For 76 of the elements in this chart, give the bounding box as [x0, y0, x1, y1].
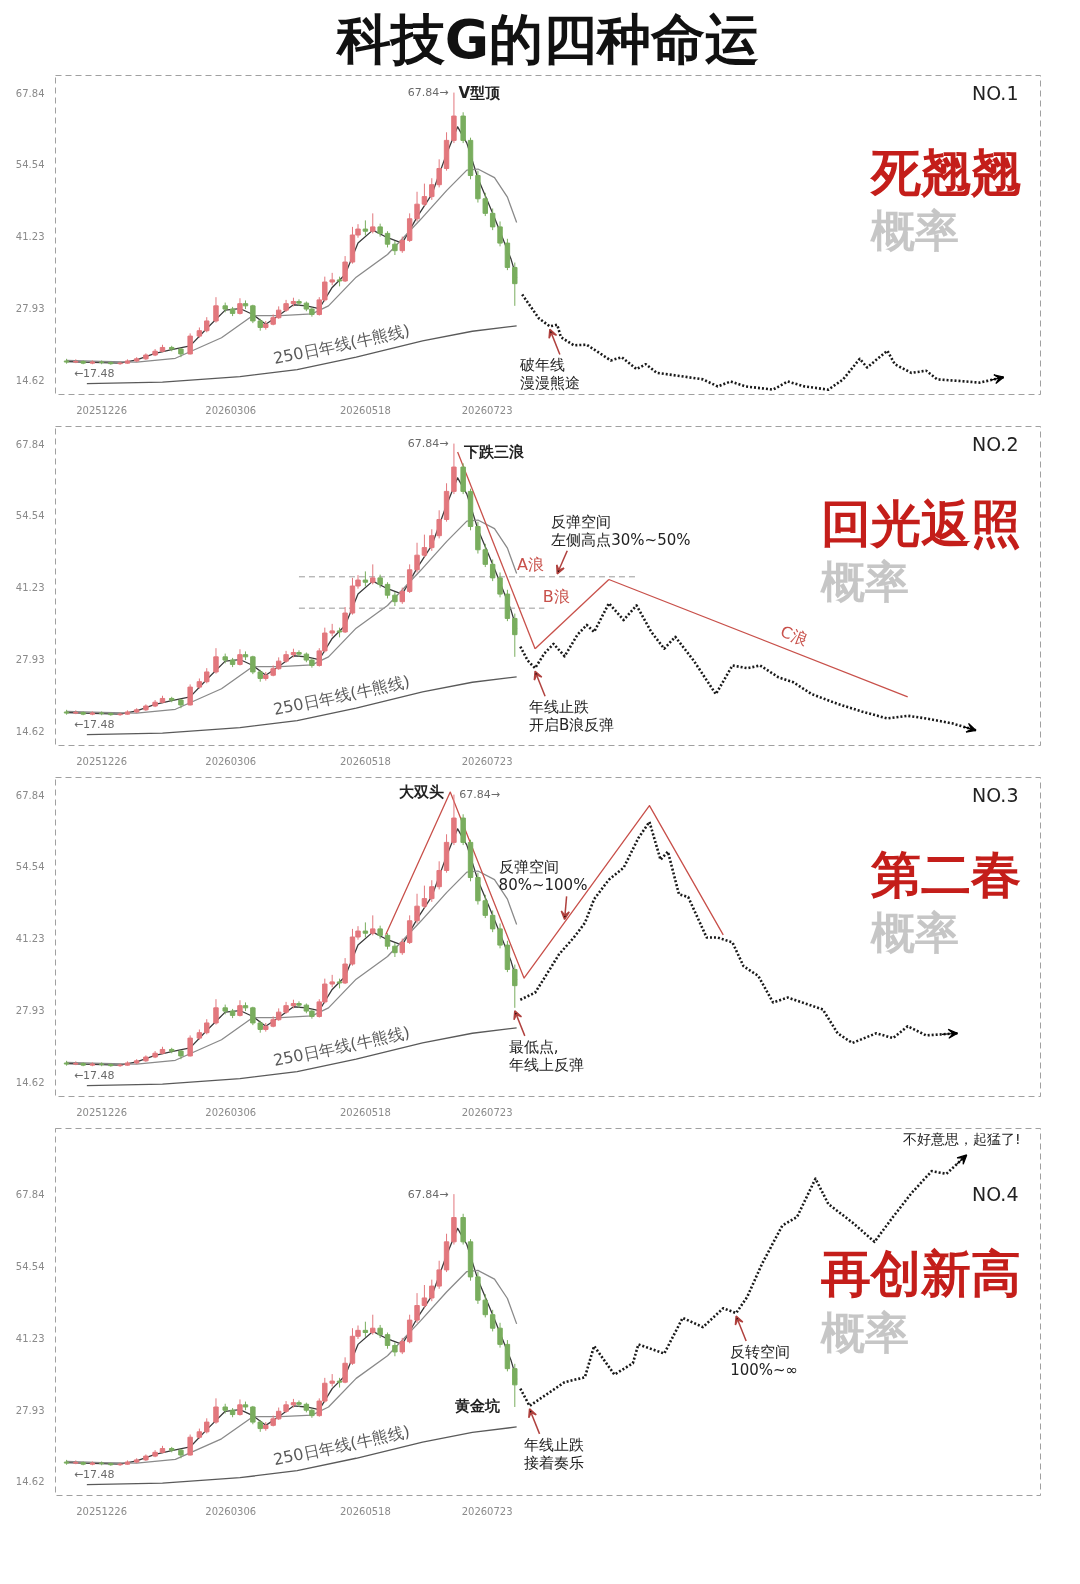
text: 回光返照 — [820, 494, 1021, 553]
annotation: 概率 — [869, 205, 959, 257]
text: 死翘翘 — [868, 143, 1021, 202]
annotation: 概率 — [819, 1306, 909, 1358]
x-tick-label: 20251226 — [76, 404, 128, 416]
y-tick-label: 67.84 — [15, 1189, 45, 1201]
annotation: NO.3 — [971, 783, 1019, 806]
x-tick-label: 20260518 — [339, 1505, 391, 1517]
annotation: 下跌三浪 — [462, 442, 525, 461]
y-tick-label: 41.23 — [15, 1332, 45, 1344]
y-tick-label: 67.84 — [15, 789, 45, 801]
annotation: 概率 — [869, 907, 959, 959]
y-tick-label: 54.54 — [15, 861, 45, 873]
y-tick-label: 41.23 — [15, 933, 45, 945]
annotation: 67.84→ — [407, 1187, 449, 1201]
text: C浪 — [777, 621, 810, 650]
annotation: 反弹空间80%~100% — [498, 858, 588, 895]
x-tick-label: 20260518 — [339, 755, 391, 767]
annotation: NO.1 — [971, 81, 1019, 104]
x-tick-label: 20260723 — [461, 1505, 513, 1517]
y-tick-label: 27.93 — [15, 303, 45, 315]
y-tick-label: 27.93 — [15, 654, 45, 666]
annotation: 不好意思，起猛了! — [902, 1131, 1021, 1148]
annotation: 年线止跌接着奏乐 — [523, 1435, 584, 1472]
annotation: 反转空间100%~∞ — [730, 1343, 799, 1380]
annotation: ←17.48 — [73, 1468, 115, 1482]
y-tick-label: 14.62 — [15, 375, 45, 387]
annotation: 反弹空间左侧高点30%~50% — [551, 512, 691, 549]
annotation: ←17.48 — [73, 1069, 115, 1083]
chart-title: 科技G的四种命运 — [334, 7, 760, 71]
y-tick-label: 41.23 — [15, 582, 45, 594]
x-tick-label: 20260723 — [461, 1106, 513, 1118]
annotation: 大双头 — [399, 783, 445, 802]
y-tick-label: 14.62 — [15, 1077, 45, 1089]
x-tick-label: 20260306 — [205, 755, 257, 767]
y-tick-label: 54.54 — [15, 159, 45, 171]
x-tick-label: 20260518 — [339, 1106, 391, 1118]
annotation: 67.84→ — [407, 86, 449, 100]
x-tick-label: 20251226 — [76, 755, 128, 767]
text: 再创新高 — [819, 1245, 1021, 1304]
y-tick-label: 54.54 — [15, 1260, 45, 1272]
y-tick-label: 41.23 — [15, 231, 45, 243]
x-tick-label: 20260518 — [339, 404, 391, 416]
annotation: 黄金坑 — [453, 1396, 500, 1415]
annotation: V型顶 — [458, 83, 502, 102]
y-tick-label: 67.84 — [15, 87, 45, 99]
x-tick-label: 20260306 — [205, 1106, 257, 1118]
y-tick-label: 14.62 — [15, 726, 45, 738]
annotation: 破年线漫漫熊途 — [518, 356, 580, 393]
text: 250日年线(牛熊线) — [271, 671, 412, 720]
annotation: ←17.48 — [73, 367, 115, 381]
x-tick-label: 20251226 — [76, 1106, 128, 1118]
annotation: 概率 — [819, 556, 909, 608]
annotation: NO.4 — [971, 1183, 1019, 1206]
text: 250日年线(牛熊线) — [271, 1421, 412, 1470]
x-tick-label: 20260306 — [205, 1505, 257, 1517]
annotation: 67.84→ — [459, 788, 501, 802]
x-tick-label: 20260723 — [461, 755, 513, 767]
y-tick-label: 27.93 — [15, 1005, 45, 1017]
y-tick-label: 14.62 — [15, 1476, 45, 1488]
x-tick-label: 20260723 — [461, 404, 513, 416]
annotation: 最低点,年线上反弹 — [508, 1037, 584, 1074]
text: 250日年线(牛熊线) — [271, 320, 412, 369]
annotation: NO.2 — [971, 432, 1019, 455]
y-tick-label: 27.93 — [15, 1404, 45, 1416]
y-tick-label: 67.84 — [15, 438, 45, 450]
text: 250日年线(牛熊线) — [271, 1022, 412, 1071]
y-tick-label: 54.54 — [15, 510, 45, 522]
series-label: B浪 — [542, 587, 570, 607]
annotation: 67.84→ — [407, 437, 449, 451]
x-tick-label: 20251226 — [76, 1505, 128, 1517]
annotation: 年线止跌开启B浪反弹 — [529, 698, 615, 735]
x-tick-label: 20260306 — [205, 404, 257, 416]
text: 第二春 — [869, 845, 1021, 904]
annotation: ←17.48 — [73, 718, 115, 732]
series-label: A浪 — [517, 555, 545, 575]
